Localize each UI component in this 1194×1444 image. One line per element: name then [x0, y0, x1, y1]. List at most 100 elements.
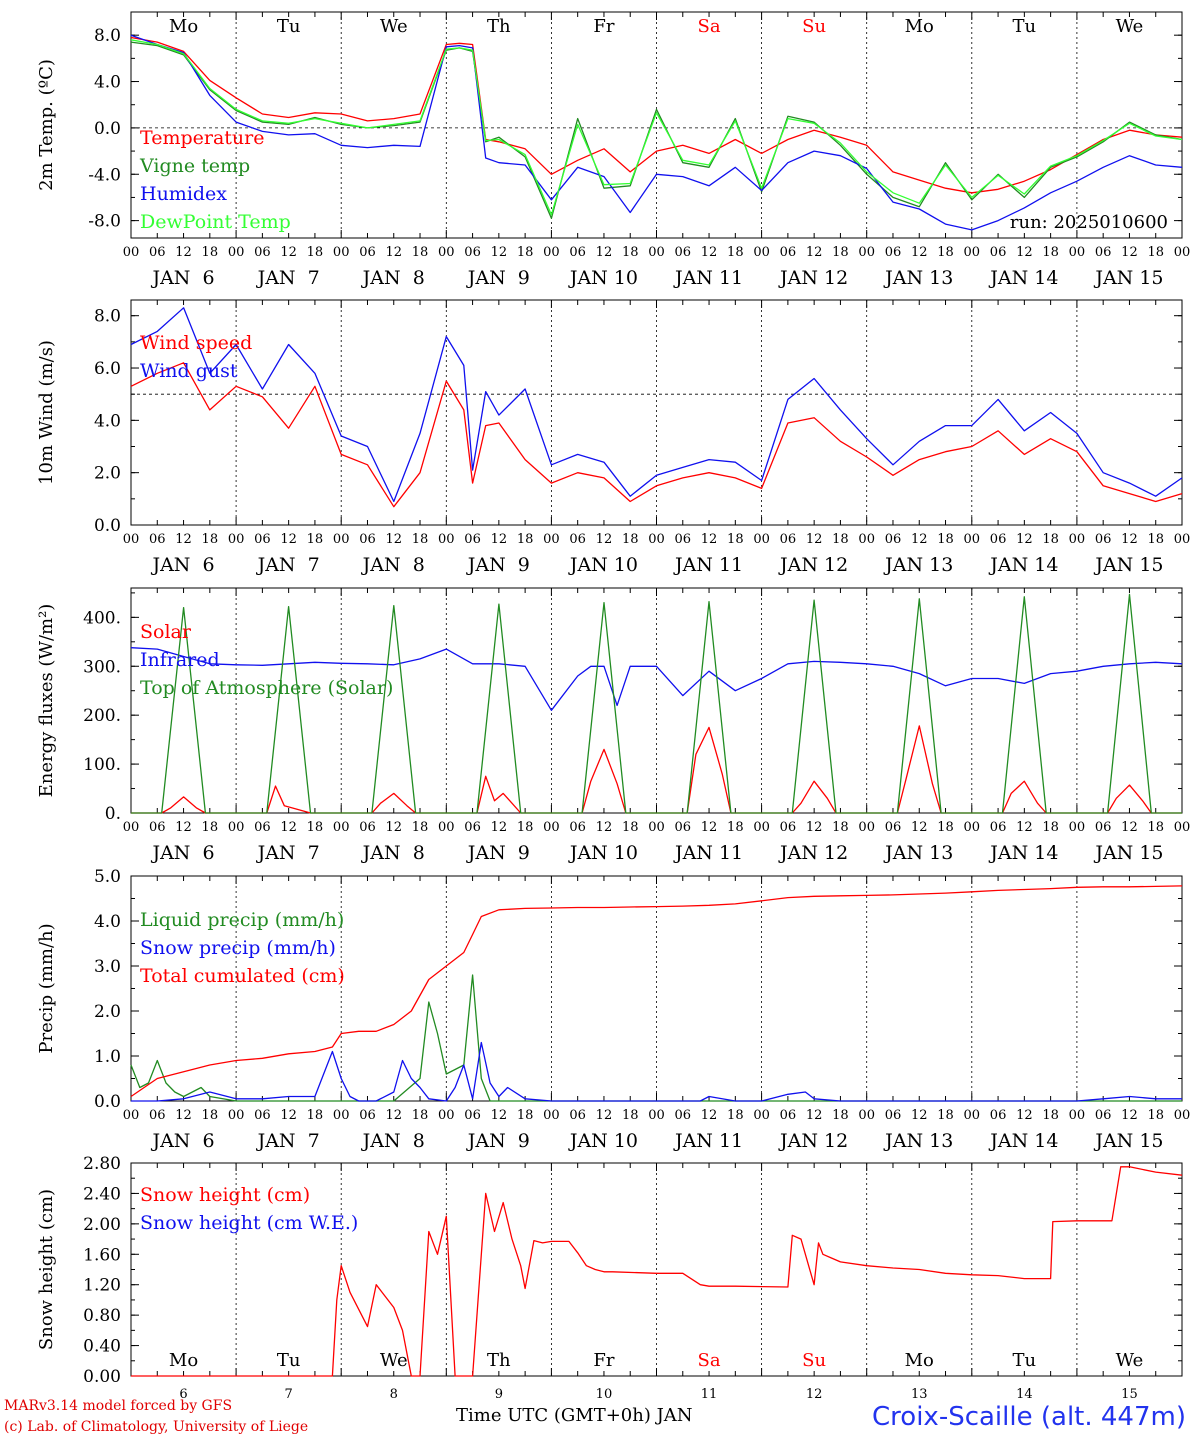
hour-tick-label: 00: [333, 532, 350, 547]
hour-tick-label: 12: [280, 532, 297, 547]
hour-tick-label: 00: [1174, 532, 1191, 547]
hour-tick-label: 00: [964, 532, 981, 547]
hour-tick-label: 18: [622, 820, 639, 835]
hour-tick-label: 06: [1095, 532, 1112, 547]
series-line: [130, 885, 1183, 1098]
y-tick-label: 0.00: [83, 1367, 121, 1387]
date-label: JAN 6: [150, 842, 214, 864]
hour-tick-label: 06: [885, 245, 902, 260]
series-line: [131, 1041, 1182, 1102]
day-of-week-label: Mo: [905, 16, 934, 37]
legend-entry: Liquid precip (mm/h): [140, 909, 344, 931]
hour-tick-label: 18: [202, 820, 219, 835]
hour-tick-label: 12: [1121, 245, 1138, 260]
series-line: [130, 34, 1183, 231]
hour-tick-label: 06: [1095, 820, 1112, 835]
hour-tick-label: 00: [964, 1108, 981, 1123]
date-label: JAN 12: [778, 554, 848, 576]
hour-tick-label: 18: [622, 245, 639, 260]
date-label: JAN 14: [988, 842, 1058, 864]
hour-tick-label: 18: [412, 1108, 429, 1123]
hour-tick-label: 00: [753, 532, 770, 547]
date-label: JAN 13: [883, 267, 953, 289]
hour-tick-label: 06: [464, 532, 481, 547]
date-label: JAN 15: [1093, 267, 1163, 289]
day-of-week-label: Tu: [1013, 1350, 1037, 1371]
y-tick-label: 2.40: [83, 1184, 121, 1204]
y-axis-label: 10m Wind (m/s): [36, 340, 57, 485]
hour-tick-label: 06: [254, 245, 271, 260]
day-number-label: 15: [1121, 1387, 1138, 1402]
hour-tick-label: 18: [832, 245, 849, 260]
hour-tick-label: 18: [1042, 532, 1059, 547]
legend-entry: Vigne temp: [139, 155, 250, 177]
hour-tick-label: 00: [123, 1108, 140, 1123]
day-of-week-label: We: [1116, 16, 1144, 37]
hour-tick-label: 12: [491, 245, 508, 260]
hour-tick-label: 12: [175, 820, 192, 835]
date-label: JAN 7: [256, 267, 320, 289]
date-label: JAN 15: [1093, 842, 1163, 864]
hour-tick-label: 00: [858, 532, 875, 547]
date-label: JAN 15: [1093, 554, 1163, 576]
hour-tick-label: 00: [1069, 245, 1086, 260]
day-of-week-label: Mo: [905, 1350, 934, 1371]
footer-lab-credit: (c) Lab. of Climatology, University of L…: [4, 1419, 309, 1435]
hour-tick-label: 12: [1016, 245, 1033, 260]
hour-tick-label: 00: [333, 820, 350, 835]
y-axis-label: 2m Temp. (ºC): [36, 59, 57, 191]
hour-tick-label: 18: [202, 532, 219, 547]
hour-tick-label: 18: [1147, 1108, 1164, 1123]
hour-tick-label: 00: [333, 1108, 350, 1123]
hour-tick-label: 00: [648, 532, 665, 547]
y-tick-label: 2.80: [83, 1154, 121, 1174]
hour-tick-label: 12: [280, 1108, 297, 1123]
hour-tick-label: 18: [832, 532, 849, 547]
day-number-label: 7: [285, 1387, 293, 1402]
hour-tick-label: 12: [1016, 820, 1033, 835]
hour-tick-label: 18: [832, 1108, 849, 1123]
hour-tick-label: 00: [964, 820, 981, 835]
legend-entry: Temperature: [140, 127, 264, 149]
date-label: JAN 11: [673, 1130, 743, 1152]
y-axis-label: Snow height (cm): [36, 1189, 57, 1350]
hour-tick-label: 00: [648, 820, 665, 835]
date-label: JAN 6: [150, 554, 214, 576]
date-label: JAN 13: [883, 842, 953, 864]
hour-tick-label: 00: [333, 245, 350, 260]
date-label: JAN 9: [466, 1130, 530, 1152]
hour-tick-label: 00: [1069, 820, 1086, 835]
hour-tick-label: 00: [543, 532, 560, 547]
hour-tick-label: 00: [438, 532, 455, 547]
day-of-week-label: Su: [802, 1350, 826, 1371]
panel-2: 8.0 6.0 4.0 2.0 0.0 10m Wind (m/s) 00 06 12 18 00 0…: [36, 299, 1191, 576]
hour-tick-label: 12: [385, 245, 402, 260]
legend-entry: Infrared: [140, 649, 220, 671]
hour-tick-label: 12: [175, 245, 192, 260]
hour-tick-label: 06: [885, 532, 902, 547]
hour-tick-label: 06: [780, 532, 797, 547]
legend-entry: Solar: [140, 621, 192, 643]
hour-tick-label: 06: [1095, 245, 1112, 260]
hour-tick-label: 00: [753, 820, 770, 835]
hour-tick-label: 00: [753, 1108, 770, 1123]
hour-tick-label: 00: [123, 820, 140, 835]
hour-tick-label: 06: [675, 245, 692, 260]
date-label: JAN 11: [673, 554, 743, 576]
hour-tick-label: 06: [149, 820, 166, 835]
run-label: run: 2025010600: [1010, 212, 1168, 233]
legend-entry: Top of Atmosphere (Solar): [140, 677, 393, 699]
day-number-label: 11: [701, 1387, 718, 1402]
hour-tick-label: 00: [228, 1108, 245, 1123]
date-label: JAN 7: [256, 554, 320, 576]
hour-tick-label: 00: [1069, 532, 1086, 547]
hour-tick-label: 18: [412, 820, 429, 835]
hour-tick-label: 06: [464, 820, 481, 835]
date-label: JAN 10: [568, 1130, 638, 1152]
hour-tick-label: 06: [464, 245, 481, 260]
legend-entry: Total cumulated (cm): [140, 965, 345, 987]
hour-tick-label: 06: [780, 1108, 797, 1123]
hour-tick-label: 00: [543, 820, 560, 835]
hour-tick-label: 18: [727, 245, 744, 260]
hour-tick-label: 12: [491, 1108, 508, 1123]
